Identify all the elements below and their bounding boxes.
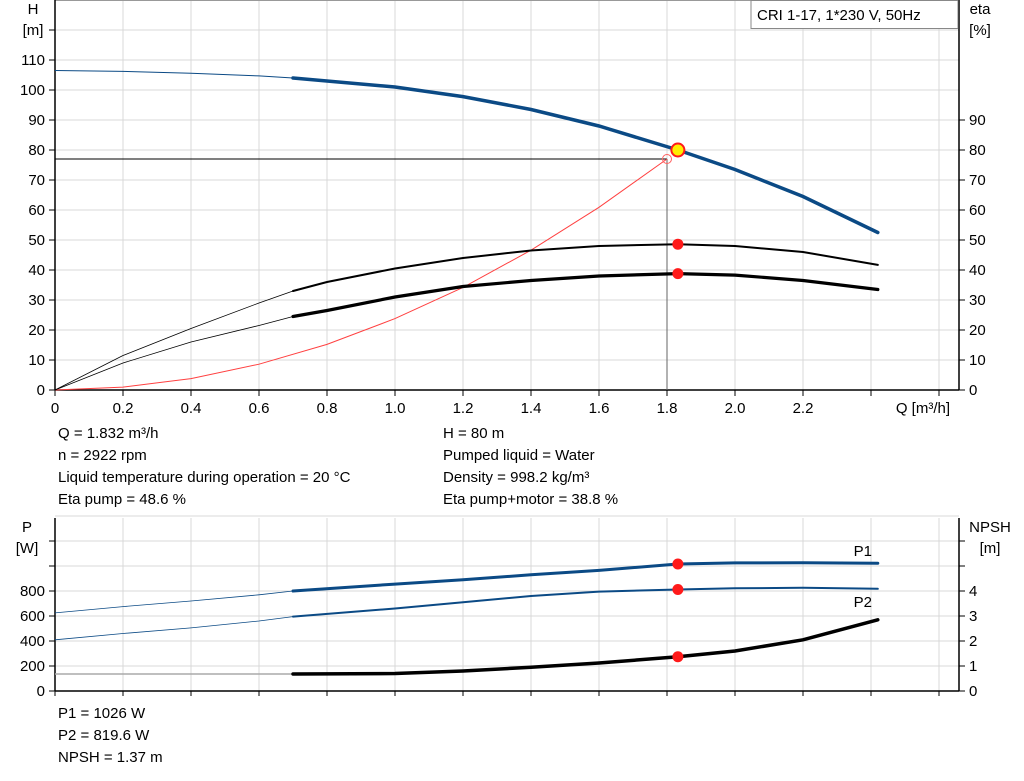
- npsh-axis-label-unit: [m]: [980, 540, 1001, 557]
- y-axis-label-right-unit: [%]: [969, 22, 991, 39]
- info-top-left: Q = 1.832 m³/h n = 2922 rpm Liquid tempe…: [58, 423, 350, 511]
- system-curve: [54, 158, 668, 391]
- npsh-tick-label: 2: [969, 633, 977, 650]
- legend-title: CRI 1-17, 1*230 V, 50Hz: [757, 7, 921, 24]
- x-tick-label: 1.2: [453, 400, 474, 417]
- info-pumped-liquid: Pumped liquid = Water: [443, 447, 595, 464]
- p2-series-label: P2: [854, 594, 872, 611]
- head-extrapolated: [54, 70, 294, 79]
- info-liquid-temperature: Liquid temperature during operation = 20…: [58, 469, 351, 486]
- y-tick-label-left: 0: [37, 382, 45, 399]
- duty-point-marker: [670, 142, 686, 158]
- x-tick-label: 0.2: [113, 400, 134, 417]
- y-axis-label-left-unit: [m]: [23, 22, 44, 39]
- power-axis-label-name: P: [22, 519, 32, 536]
- eta-pump-motor-extrapolated: [54, 316, 294, 391]
- npsh-tick-label: 0: [969, 683, 977, 700]
- info-flow: Q = 1.832 m³/h: [58, 425, 159, 442]
- y-tick-label-left: 40: [28, 262, 45, 279]
- y-axis-label-left-name: H: [28, 1, 39, 18]
- y-tick-label-left: 110: [21, 52, 45, 69]
- info-head: H = 80 m: [443, 425, 505, 442]
- info-top-right: H = 80 m Pumped liquid = Water Density =…: [443, 423, 618, 511]
- y-tick-label-right: 90: [969, 112, 986, 129]
- npsh-tick-label: 4: [969, 583, 977, 600]
- y-tick-label-right: 60: [969, 202, 986, 219]
- efficiency-marker: [672, 268, 684, 280]
- power-axis-label-unit: [W]: [16, 540, 39, 557]
- info-speed: n = 2922 rpm: [58, 447, 147, 464]
- y-tick-label-left: 20: [28, 322, 45, 339]
- x-tick-label: 0.8: [317, 400, 338, 417]
- power-tick-label: 200: [20, 658, 45, 675]
- power-tick-label: 400: [20, 633, 45, 650]
- operating-point-marker: [672, 651, 684, 663]
- y-tick-label-right: 80: [969, 142, 986, 159]
- info-npsh: NPSH = 1.37 m: [58, 749, 163, 766]
- x-tick-label: 2.0: [725, 400, 746, 417]
- x-axis-label: Q [m³/h]: [896, 400, 950, 417]
- y-tick-label-right: 50: [969, 232, 986, 249]
- y-tick-label-right: 40: [969, 262, 986, 279]
- y-tick-label-left: 60: [28, 202, 45, 219]
- eta-pump-motor-curve: [291, 271, 880, 319]
- p1-extrapolated: [54, 590, 294, 614]
- x-tick-label: 2.2: [793, 400, 814, 417]
- info-p2: P2 = 819.6 W: [58, 727, 150, 744]
- info-eta-pump-motor: Eta pump+motor = 38.8 %: [443, 491, 619, 508]
- y-tick-label-right: 10: [969, 352, 986, 369]
- power-tick-label: 600: [20, 608, 45, 625]
- y-tick-label-right: 0: [969, 382, 977, 399]
- y-axis-label-right-name: eta: [970, 1, 992, 18]
- info-eta-pump: Eta pump = 48.6 %: [58, 491, 186, 508]
- y-tick-label-left: 70: [28, 172, 45, 189]
- x-tick-label: 1.8: [657, 400, 678, 417]
- y-tick-label-right: 30: [969, 292, 986, 309]
- p2-curve: [292, 586, 879, 618]
- npsh-axis-label-name: NPSH: [969, 519, 1011, 536]
- y-tick-label-right: 70: [969, 172, 986, 189]
- p1-series-label: P1: [854, 543, 872, 560]
- y-tick-label-left: 10: [28, 352, 45, 369]
- power-tick-label: 800: [20, 583, 45, 600]
- y-tick-label-left: 90: [28, 112, 45, 129]
- info-p1: P1 = 1026 W: [58, 705, 146, 722]
- npsh-tick-label: 3: [969, 608, 977, 625]
- power-tick-label: 0: [37, 683, 45, 700]
- info-density: Density = 998.2 kg/m³: [443, 469, 590, 486]
- npsh-tick-label: 1: [969, 658, 977, 675]
- x-tick-label: 0.6: [249, 400, 270, 417]
- x-tick-label: 0: [51, 400, 59, 417]
- info-bottom: P1 = 1026 W P2 = 819.6 W NPSH = 1.37 m: [58, 703, 163, 769]
- y-tick-label-left: 30: [28, 292, 45, 309]
- y-tick-label-left: 50: [28, 232, 45, 249]
- head-curve: [291, 76, 880, 235]
- p1-curve: [291, 561, 880, 593]
- p2-extrapolated: [54, 616, 294, 641]
- system-point-marker: [662, 154, 672, 164]
- eta-pump-extrapolated: [54, 290, 294, 391]
- y-tick-label-left: 80: [28, 142, 45, 159]
- legend-box: [750, 0, 959, 29]
- y-tick-label-right: 20: [969, 322, 986, 339]
- npsh-curve: [291, 618, 880, 676]
- efficiency-marker: [672, 238, 684, 250]
- operating-point-marker: [672, 584, 684, 595]
- x-tick-label: 1.0: [385, 400, 406, 417]
- x-tick-label: 1.4: [521, 400, 542, 417]
- y-tick-label-left: 100: [20, 82, 45, 99]
- x-tick-label: 0.4: [181, 400, 202, 417]
- eta-pump-curve: [292, 243, 879, 292]
- x-tick-label: 1.6: [589, 400, 610, 417]
- operating-point-marker: [672, 558, 684, 570]
